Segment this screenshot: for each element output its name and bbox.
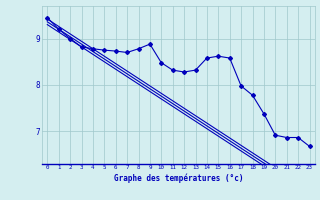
X-axis label: Graphe des températures (°c): Graphe des températures (°c) [114,173,243,183]
